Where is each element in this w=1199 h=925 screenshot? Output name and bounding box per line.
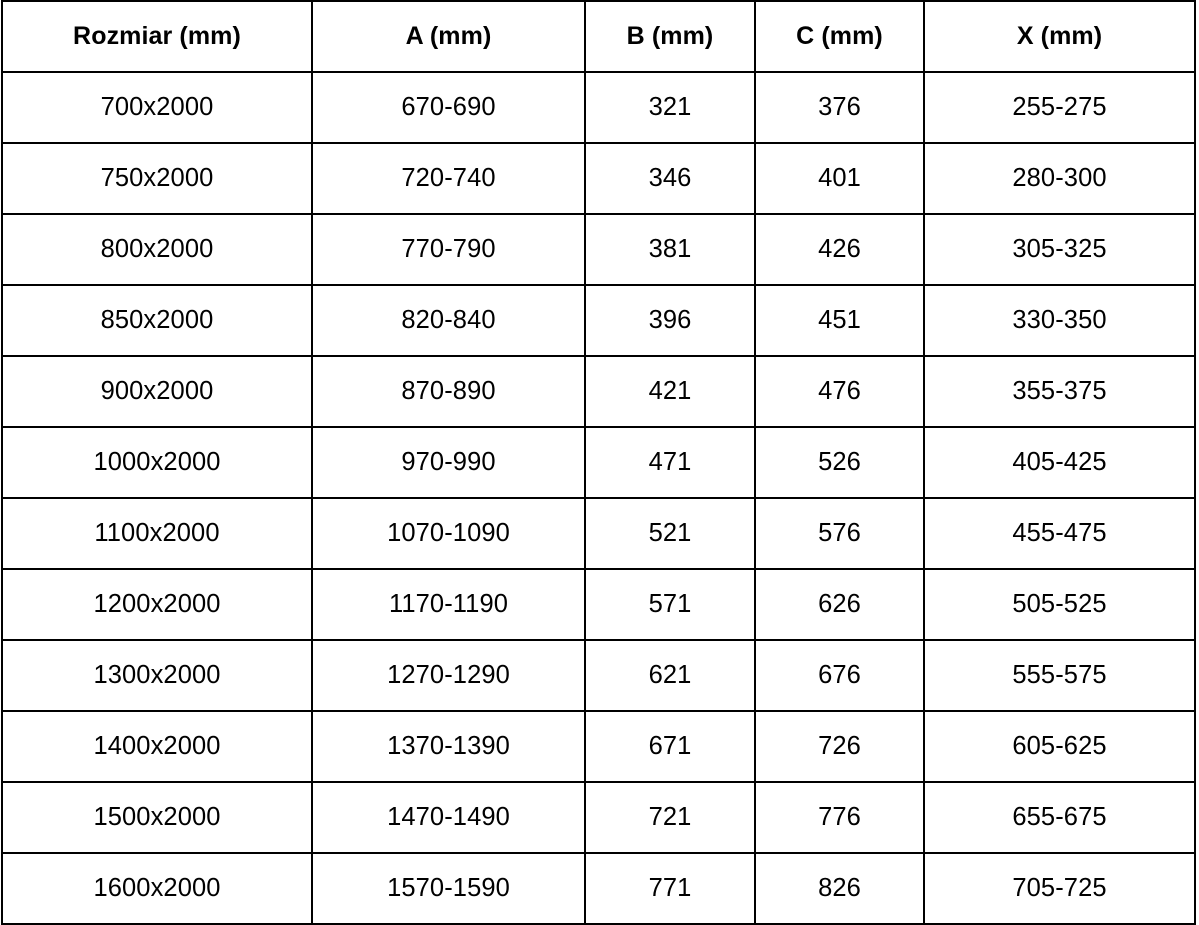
cell-a: 670-690	[311, 71, 586, 144]
cell-a: 1470-1490	[311, 781, 586, 854]
cell-size: 700x2000	[1, 71, 313, 144]
cell-b: 381	[584, 213, 756, 286]
cell-b: 321	[584, 71, 756, 144]
cell-size: 750x2000	[1, 142, 313, 215]
cell-x: 655-675	[923, 781, 1196, 854]
cell-c: 526	[754, 426, 925, 499]
cell-x: 280-300	[923, 142, 1196, 215]
cell-a: 1170-1190	[311, 568, 586, 641]
cell-b: 421	[584, 355, 756, 428]
column-header-c: C (mm)	[754, 0, 925, 73]
cell-x: 255-275	[923, 71, 1196, 144]
table-row: 1000x2000 970-990 471 526 405-425	[1, 426, 1196, 499]
cell-c: 401	[754, 142, 925, 215]
cell-c: 626	[754, 568, 925, 641]
table-row: 1100x2000 1070-1090 521 576 455-475	[1, 497, 1196, 570]
cell-b: 621	[584, 639, 756, 712]
table-row: 850x2000 820-840 396 451 330-350	[1, 284, 1196, 357]
cell-size: 1000x2000	[1, 426, 313, 499]
column-header-b: B (mm)	[584, 0, 756, 73]
table-row: 800x2000 770-790 381 426 305-325	[1, 213, 1196, 286]
cell-x: 405-425	[923, 426, 1196, 499]
table-body: 700x2000 670-690 321 376 255-275 750x2000 720-…	[1, 71, 1196, 925]
table-row: 1200x2000 1170-1190 571 626 505-525	[1, 568, 1196, 641]
cell-b: 521	[584, 497, 756, 570]
cell-c: 676	[754, 639, 925, 712]
cell-x: 330-350	[923, 284, 1196, 357]
cell-c: 726	[754, 710, 925, 783]
column-header-a: A (mm)	[311, 0, 586, 73]
cell-a: 720-740	[311, 142, 586, 215]
cell-a: 970-990	[311, 426, 586, 499]
cell-c: 476	[754, 355, 925, 428]
cell-b: 771	[584, 852, 756, 925]
cell-a: 1270-1290	[311, 639, 586, 712]
cell-a: 1570-1590	[311, 852, 586, 925]
cell-size: 1400x2000	[1, 710, 313, 783]
cell-size: 1100x2000	[1, 497, 313, 570]
table-row: 1300x2000 1270-1290 621 676 555-575	[1, 639, 1196, 712]
cell-c: 826	[754, 852, 925, 925]
cell-c: 576	[754, 497, 925, 570]
cell-x: 705-725	[923, 852, 1196, 925]
cell-a: 770-790	[311, 213, 586, 286]
column-header-x: X (mm)	[923, 0, 1196, 73]
table-row: 1600x2000 1570-1590 771 826 705-725	[1, 852, 1196, 925]
cell-x: 355-375	[923, 355, 1196, 428]
table-row: 1500x2000 1470-1490 721 776 655-675	[1, 781, 1196, 854]
cell-a: 870-890	[311, 355, 586, 428]
cell-b: 396	[584, 284, 756, 357]
cell-a: 1370-1390	[311, 710, 586, 783]
table-row: 900x2000 870-890 421 476 355-375	[1, 355, 1196, 428]
table-header-row: Rozmiar (mm) A (mm) B (mm) C (mm) X (mm)	[1, 0, 1196, 73]
cell-size: 1300x2000	[1, 639, 313, 712]
column-header-size: Rozmiar (mm)	[1, 0, 313, 73]
table-row: 1400x2000 1370-1390 671 726 605-625	[1, 710, 1196, 783]
cell-b: 671	[584, 710, 756, 783]
cell-x: 505-525	[923, 568, 1196, 641]
cell-size: 800x2000	[1, 213, 313, 286]
cell-b: 721	[584, 781, 756, 854]
cell-size: 850x2000	[1, 284, 313, 357]
cell-x: 455-475	[923, 497, 1196, 570]
cell-b: 471	[584, 426, 756, 499]
cell-c: 776	[754, 781, 925, 854]
cell-a: 820-840	[311, 284, 586, 357]
cell-c: 451	[754, 284, 925, 357]
cell-x: 605-625	[923, 710, 1196, 783]
cell-b: 571	[584, 568, 756, 641]
table-row: 700x2000 670-690 321 376 255-275	[1, 71, 1196, 144]
cell-b: 346	[584, 142, 756, 215]
cell-c: 376	[754, 71, 925, 144]
cell-size: 1600x2000	[1, 852, 313, 925]
table-row: 750x2000 720-740 346 401 280-300	[1, 142, 1196, 215]
cell-c: 426	[754, 213, 925, 286]
cell-size: 1200x2000	[1, 568, 313, 641]
cell-x: 555-575	[923, 639, 1196, 712]
cell-x: 305-325	[923, 213, 1196, 286]
table-header: Rozmiar (mm) A (mm) B (mm) C (mm) X (mm)	[1, 0, 1196, 73]
cell-size: 1500x2000	[1, 781, 313, 854]
cell-a: 1070-1090	[311, 497, 586, 570]
cell-size: 900x2000	[1, 355, 313, 428]
